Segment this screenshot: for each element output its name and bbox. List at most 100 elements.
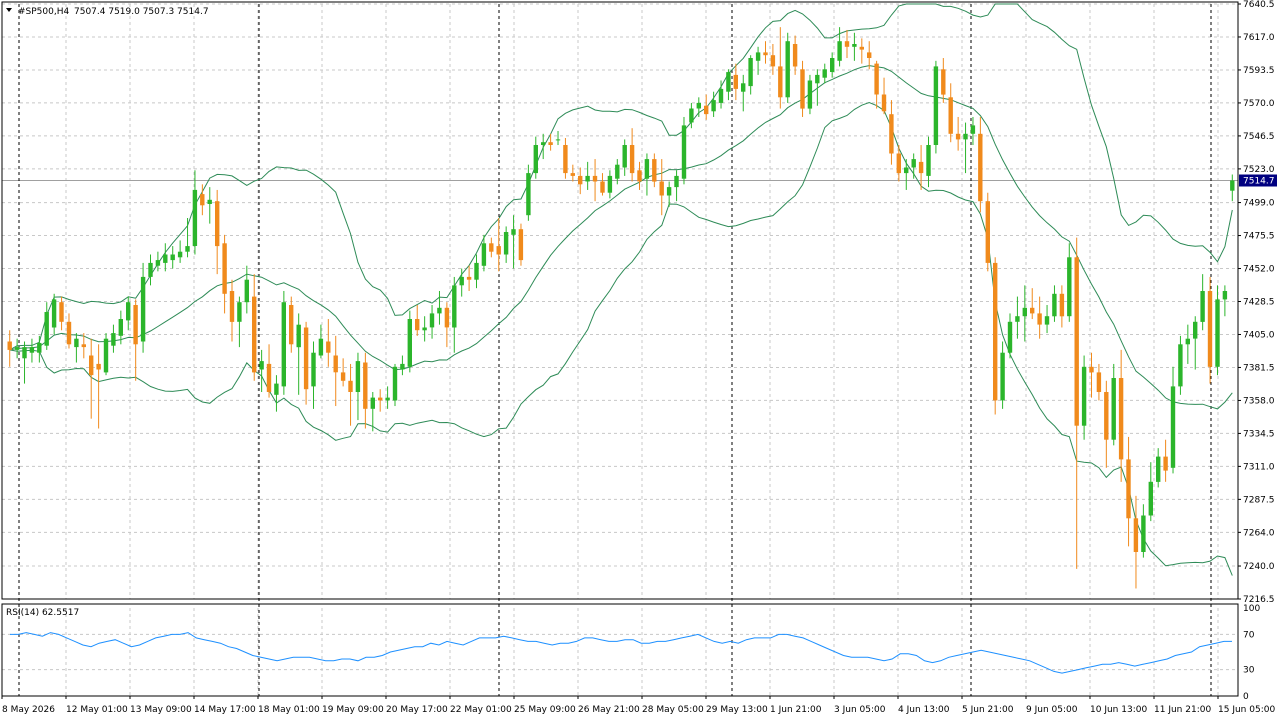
candle: [1104, 380, 1109, 468]
bear-candle-body: [1059, 293, 1065, 317]
bear-candle-body: [941, 69, 946, 95]
bear-candle-body: [889, 114, 894, 154]
bull-candle-body: [837, 41, 842, 61]
candle: [1089, 352, 1094, 398]
bear-candle-body: [637, 170, 642, 182]
candle: [1030, 288, 1035, 320]
candle: [926, 136, 931, 188]
candle: [1037, 296, 1042, 339]
bear-candle-body: [1074, 257, 1079, 426]
bear-candle-body: [1126, 459, 1131, 519]
bull-candle-body: [726, 72, 731, 92]
bull-candle-body: [926, 145, 931, 176]
bull-candle-body: [666, 187, 672, 196]
candle: [763, 41, 768, 64]
bull-candle-body: [74, 338, 79, 348]
price-tick-label: 7570.0: [1243, 99, 1275, 109]
bear-candle-body: [1104, 392, 1109, 440]
price-tick-label: 7617.0: [1243, 33, 1275, 43]
bull-candle-body: [674, 175, 679, 188]
bull-candle-body: [1044, 316, 1050, 325]
bear-candle-body: [792, 44, 798, 67]
candle: [830, 52, 835, 78]
time-tick-label: 19 May 09:00: [322, 705, 384, 715]
candle: [800, 60, 805, 117]
candle: [1052, 285, 1057, 322]
candle: [444, 302, 450, 348]
candle: [474, 254, 479, 289]
time-tick-label: 11 Jun 21:00: [1154, 705, 1211, 715]
candle: [429, 305, 435, 339]
time-tick-label: 10 Jun 13:00: [1090, 705, 1147, 715]
candle: [266, 344, 272, 398]
candle: [333, 335, 338, 407]
time-tick-label: 14 May 17:00: [194, 705, 256, 715]
candle: [533, 136, 538, 179]
bollinger-bands: [9, 3, 1233, 576]
bear-candle-body: [844, 41, 850, 47]
candle: [585, 161, 590, 190]
time-tick-label: 1 Jun 21:00: [770, 705, 822, 715]
candle: [985, 192, 990, 272]
candlestick-series: [7, 27, 1235, 589]
bull-candle-body: [1015, 316, 1020, 322]
bollinger-upper-band: [9, 3, 1233, 351]
candle: [644, 153, 650, 196]
candle: [652, 153, 657, 188]
candle: [59, 296, 64, 331]
bear-candle-body: [303, 327, 309, 390]
candle: [37, 335, 42, 363]
bull-candle-body: [830, 58, 835, 72]
bear-candle-body: [1096, 372, 1102, 392]
candle: [111, 324, 116, 353]
candle: [704, 94, 709, 120]
candle: [1230, 174, 1235, 202]
chevron-down-icon[interactable]: [6, 8, 12, 12]
candle: [229, 279, 235, 342]
bull-candle-body: [1148, 481, 1153, 516]
bear-candle-body: [81, 344, 86, 348]
candle: [1059, 285, 1065, 328]
candle: [904, 159, 909, 190]
bear-candle-body: [1089, 366, 1094, 373]
bull-candle-body: [311, 352, 316, 387]
bull-candle-body: [437, 307, 442, 314]
chart-frame: [1, 1, 1239, 697]
bull-candle-body: [274, 383, 279, 395]
candle: [422, 316, 427, 342]
candle: [14, 338, 20, 359]
bear-candle-body: [874, 63, 879, 95]
bull-candle-body: [689, 108, 694, 123]
candle: [22, 341, 27, 384]
candle: [252, 274, 257, 381]
time-tick-label: 5 Jun 21:00: [962, 705, 1014, 715]
candle: [340, 358, 346, 387]
bear-candle-body: [289, 305, 294, 345]
candle: [555, 130, 561, 146]
bull-candle-body: [192, 189, 198, 246]
candle: [281, 290, 286, 395]
bull-candle-body: [400, 363, 405, 370]
bear-candle-body: [415, 319, 420, 331]
bull-candle-body: [148, 262, 153, 277]
bull-candle-body: [555, 139, 561, 141]
candle: [118, 310, 123, 345]
candle: [1044, 305, 1050, 334]
bull-candle-body: [155, 260, 161, 266]
bear-candle-body: [733, 74, 738, 89]
candle: [770, 43, 776, 75]
bull-candle-body: [533, 145, 538, 174]
candle: [622, 139, 627, 176]
time-tick-label: 3 Jun 05:00: [834, 705, 886, 715]
bear-candle-body: [592, 175, 598, 182]
bull-candle-body: [22, 347, 27, 359]
price-tick-label: 7452.0: [1243, 265, 1275, 275]
candle: [222, 234, 227, 314]
bear-candle-body: [859, 46, 864, 50]
bull-candle-body: [452, 285, 457, 328]
candle: [503, 226, 509, 263]
bear-candle-body: [378, 397, 383, 401]
bull-candle-body: [696, 102, 701, 109]
bear-candle-body: [570, 173, 575, 176]
